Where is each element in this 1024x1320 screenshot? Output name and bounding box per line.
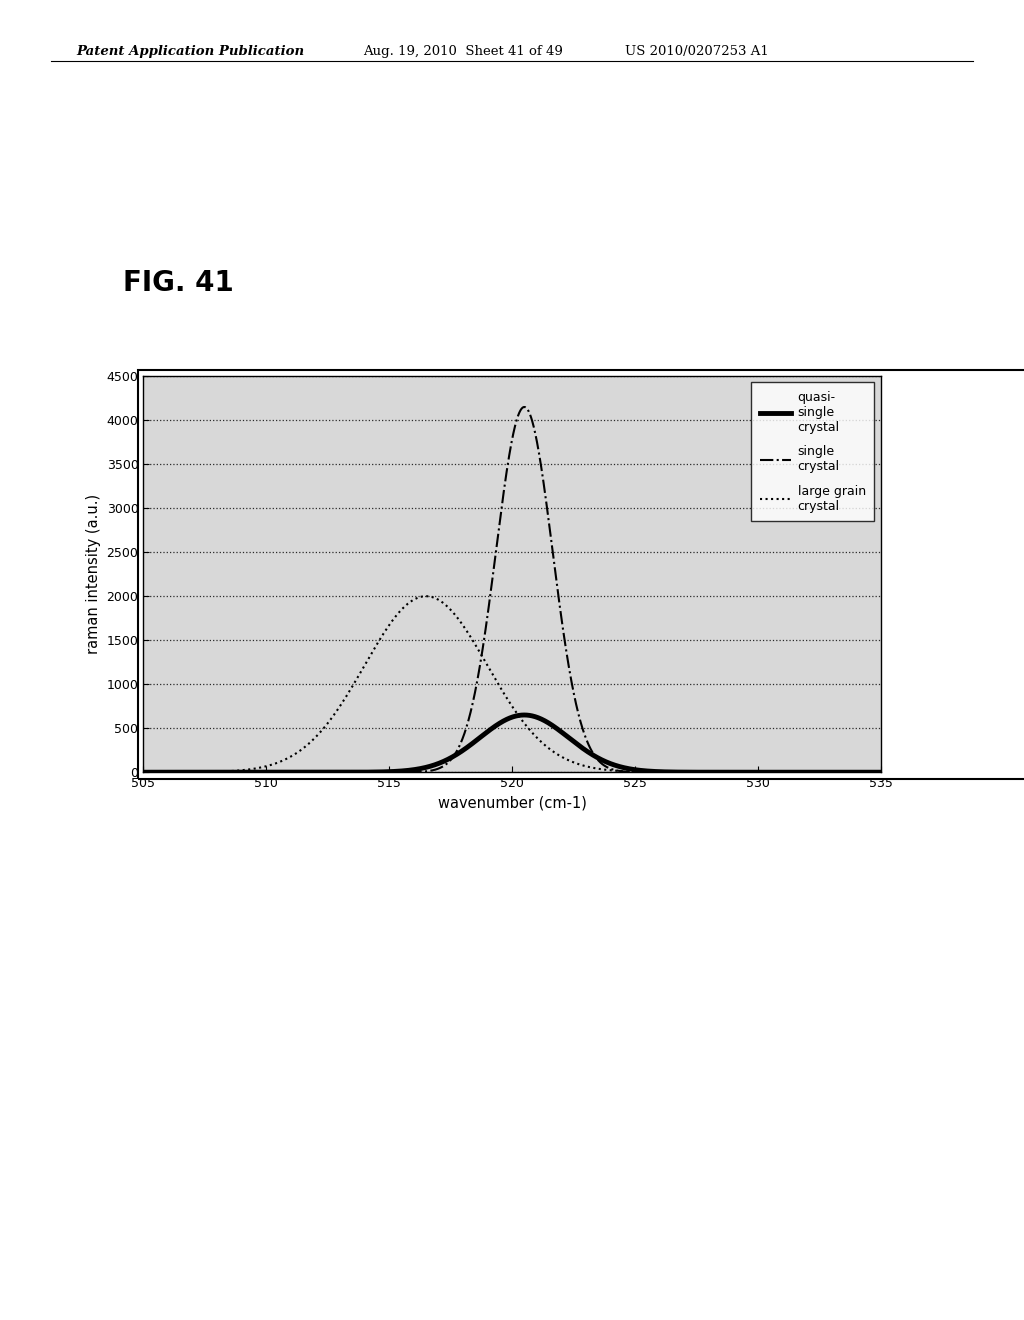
Text: FIG. 41: FIG. 41 [123, 269, 233, 297]
X-axis label: wavenumber (cm-1): wavenumber (cm-1) [437, 796, 587, 810]
Text: Patent Application Publication: Patent Application Publication [77, 45, 305, 58]
Legend: quasi-
single
crystal, single
crystal, large grain
crystal: quasi- single crystal, single crystal, l… [752, 383, 874, 521]
Text: US 2010/0207253 A1: US 2010/0207253 A1 [625, 45, 768, 58]
Y-axis label: raman intensity (a.u.): raman intensity (a.u.) [86, 494, 101, 655]
Text: Aug. 19, 2010  Sheet 41 of 49: Aug. 19, 2010 Sheet 41 of 49 [364, 45, 563, 58]
